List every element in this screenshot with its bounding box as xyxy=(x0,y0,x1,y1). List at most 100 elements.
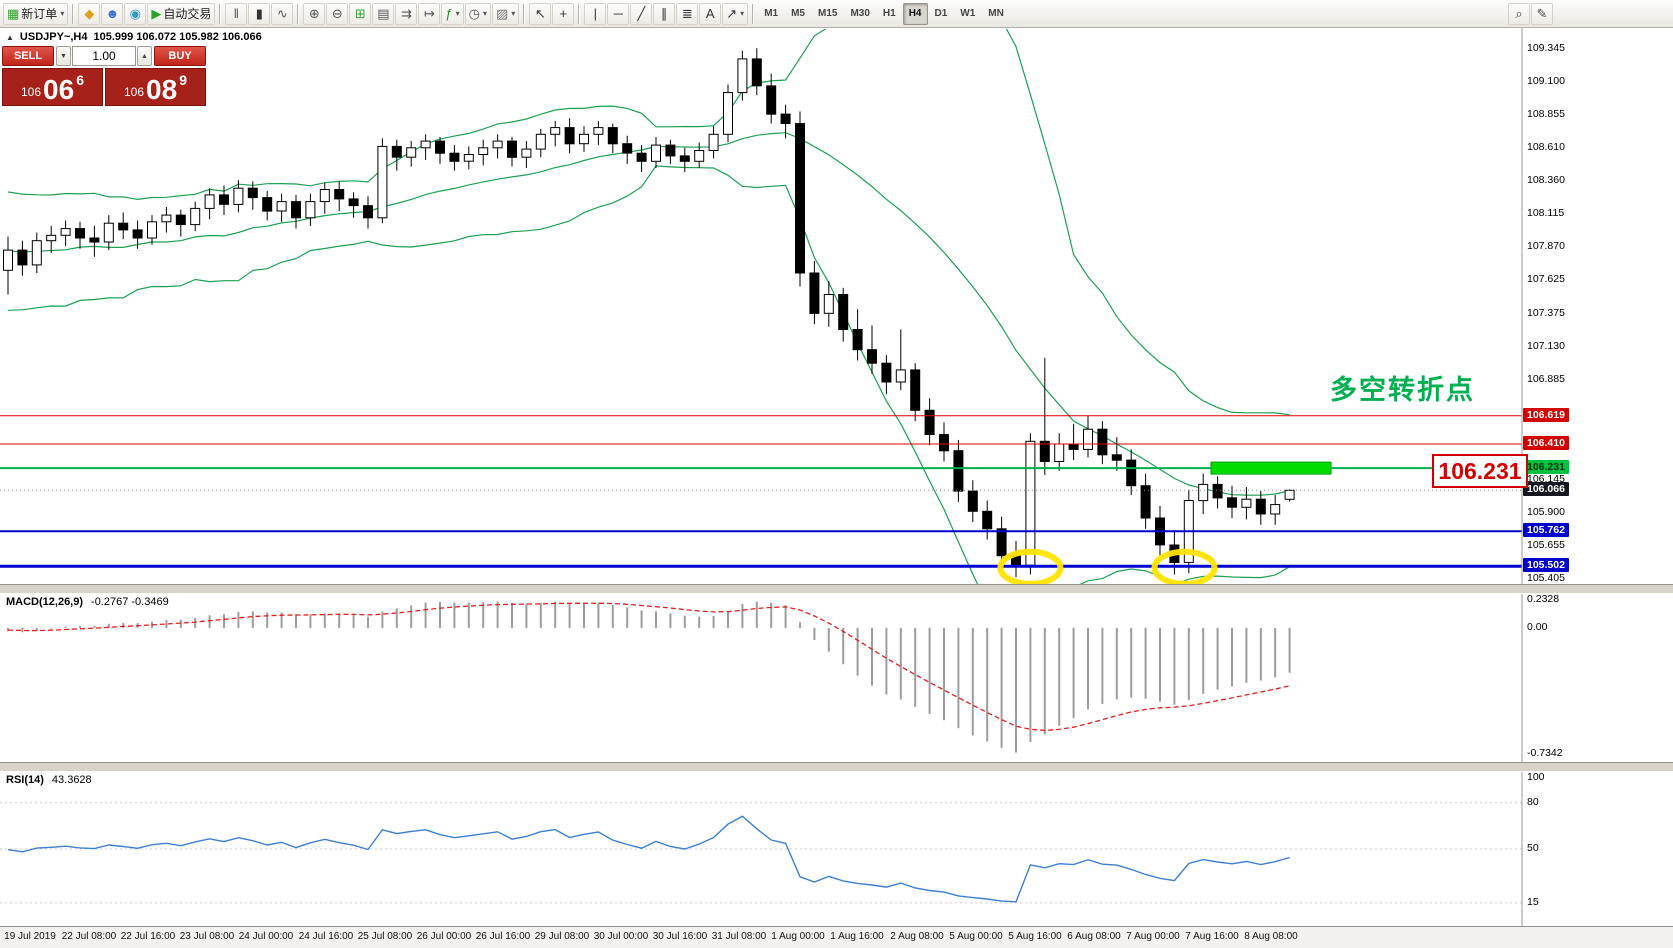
auto-scroll-button[interactable]: ⇉ xyxy=(395,2,418,25)
new-order-button[interactable]: ▦ 新订单 ▾ xyxy=(3,2,69,25)
zoom-in-button[interactable]: ⊕ xyxy=(303,2,326,25)
news-icon: ◉ xyxy=(129,6,141,21)
auto-scroll-icon: ⇉ xyxy=(400,6,412,21)
metaeditor-button[interactable]: ◆ xyxy=(78,2,101,25)
price-axis[interactable] xyxy=(1522,28,1673,926)
timeframe-h1-button[interactable]: H1 xyxy=(882,8,896,19)
line-chart-button[interactable]: ∿ xyxy=(271,2,294,25)
periods-button[interactable]: ◷ ▾ xyxy=(464,2,491,25)
toolbar-separator xyxy=(219,3,222,24)
new-order-icon: ▦ xyxy=(7,6,20,21)
new-order-label: 新订单 xyxy=(21,7,58,21)
fibonacci-icon: ≣ xyxy=(681,6,693,21)
equidistant-channel-icon: ∥ xyxy=(661,6,668,21)
grid-icon: ⊞ xyxy=(354,6,366,21)
autotrading-icon: ▶ xyxy=(151,6,162,21)
bar-chart-button[interactable]: ‖ xyxy=(225,2,248,25)
zoom-in-icon: ⊕ xyxy=(308,6,320,21)
rsi-line xyxy=(7,815,1290,903)
grid-button[interactable]: ⊞ xyxy=(349,2,372,25)
cursor-icon: ↖ xyxy=(534,6,546,21)
candlestick-chart-icon: ▮ xyxy=(255,6,263,21)
arrows-button[interactable]: ↗ ▾ xyxy=(722,2,749,25)
cursor-button[interactable]: ↖ xyxy=(529,2,552,25)
macd-signal-line xyxy=(7,602,1290,732)
timeframe-mn-button[interactable]: MN xyxy=(988,8,1004,19)
zoom-out-button[interactable]: ⊖ xyxy=(326,2,349,25)
chart-shift-icon: ↦ xyxy=(423,6,435,21)
indicators-icon: ƒ xyxy=(445,6,453,21)
timeframe-m5-button[interactable]: M5 xyxy=(791,8,805,19)
pane-splitter[interactable] xyxy=(0,584,1673,594)
ellipse-annotation[interactable] xyxy=(997,548,1064,584)
main-toolbar: ▦ 新订单 ▾ ◆ ☻ ◉ ▶ 自动交易 ‖ ▮ ∿ ⊕ ⊖ ⊞ ▤ ⇉ ↦ ƒ ▾ ◷ ▾ ▨ ▾ ↖ + | ─ ╱ ∥ ≣ A ↗ ▾ M1… xyxy=(0,0,1673,28)
buy-pip-fraction: 9 xyxy=(179,72,187,88)
vertical-line-button[interactable]: | xyxy=(584,2,607,25)
timeframe-m15-button[interactable]: M15 xyxy=(818,8,838,19)
zoom-out-icon: ⊖ xyxy=(331,6,343,21)
indicators-button[interactable]: ƒ ▾ xyxy=(441,2,464,25)
news-button[interactable]: ◉ xyxy=(124,2,147,25)
timeframe-m30-button[interactable]: M30 xyxy=(850,8,870,19)
rsi-name: RSI(14) xyxy=(6,774,44,786)
collapse-icon[interactable]: ▲ xyxy=(6,32,14,42)
edit-button[interactable]: ✎ xyxy=(1531,2,1553,25)
search-button[interactable]: ⌕ xyxy=(1508,2,1530,25)
macd-indicator-label: MACD(12,26,9) -0.2767 -0.3469 xyxy=(6,596,169,608)
line-chart-icon: ∿ xyxy=(276,6,288,21)
toolbar-separator xyxy=(523,3,526,24)
dropdown-arrow-icon: ▾ xyxy=(455,9,460,18)
timeframe-m1-button[interactable]: M1 xyxy=(764,8,779,19)
autotrading-button[interactable]: ▶ 自动交易 xyxy=(147,2,216,25)
tile-windows-icon: ▤ xyxy=(377,6,390,21)
buy-button[interactable]: BUY xyxy=(154,46,206,66)
rsi-indicator-label: RSI(14) 43.3628 xyxy=(6,774,92,786)
sell-price-display[interactable]: 106 06 6 xyxy=(2,68,103,106)
sell-pips: 06 xyxy=(43,74,75,106)
buy-price-display[interactable]: 106 08 9 xyxy=(105,68,206,106)
volume-input[interactable] xyxy=(72,46,136,66)
candlestick-chart-button[interactable]: ▮ xyxy=(248,2,271,25)
highlight-rectangle-annotation[interactable] xyxy=(1210,461,1332,475)
vertical-line-icon: | xyxy=(593,6,597,21)
community-icon: ☻ xyxy=(105,6,120,21)
search-icon: ⌕ xyxy=(1515,6,1523,21)
volume-increase-button[interactable]: ▲ xyxy=(137,46,152,66)
trendline-button[interactable]: ╱ xyxy=(630,2,653,25)
price-callout-annotation[interactable]: 106.231 xyxy=(1432,454,1528,488)
time-axis[interactable] xyxy=(0,926,1673,948)
equidistant-channel-button[interactable]: ∥ xyxy=(653,2,676,25)
sell-button[interactable]: SELL xyxy=(2,46,54,66)
templates-button[interactable]: ▨ ▾ xyxy=(491,2,520,25)
crosshair-icon: + xyxy=(559,6,568,21)
trendline-icon: ╱ xyxy=(637,6,646,21)
timeframe-h4-button[interactable]: H4 xyxy=(902,2,928,25)
pane-splitter[interactable] xyxy=(0,762,1673,772)
toolbar-separator xyxy=(297,3,300,24)
ellipse-annotation[interactable] xyxy=(1151,548,1218,584)
toolbar-separator xyxy=(578,3,581,24)
turning-point-annotation[interactable]: 多空转折点 xyxy=(1330,375,1475,405)
arrows-icon: ↗ xyxy=(726,6,738,21)
timeframe-d1-button[interactable]: D1 xyxy=(934,8,948,19)
fibonacci-button[interactable]: ≣ xyxy=(676,2,699,25)
horizontal-line-button[interactable]: ─ xyxy=(607,2,630,25)
community-button[interactable]: ☻ xyxy=(101,2,124,25)
dropdown-arrow-icon: ▾ xyxy=(60,9,65,18)
buy-big-figure: 106 xyxy=(124,85,145,99)
periods-icon: ◷ xyxy=(468,6,480,21)
crosshair-button[interactable]: + xyxy=(552,2,575,25)
tile-windows-button[interactable]: ▤ xyxy=(372,2,395,25)
chart-shift-button[interactable]: ↦ xyxy=(418,2,441,25)
toolbar-separator xyxy=(752,3,755,24)
one-click-trading-panel: SELL ▼ ▲ BUY 106 06 6 106 08 9 xyxy=(2,46,206,106)
volume-decrease-button[interactable]: ▼ xyxy=(56,46,71,66)
toolbar-separator xyxy=(72,3,75,24)
timeframe-w1-button[interactable]: W1 xyxy=(960,8,976,19)
horizontal-line-icon: ─ xyxy=(613,6,623,21)
autotrading-label: 自动交易 xyxy=(163,7,212,21)
text-label-button[interactable]: A xyxy=(699,2,722,25)
bollinger-upper-band xyxy=(7,29,1290,416)
rsi-value: 43.3628 xyxy=(51,774,92,786)
